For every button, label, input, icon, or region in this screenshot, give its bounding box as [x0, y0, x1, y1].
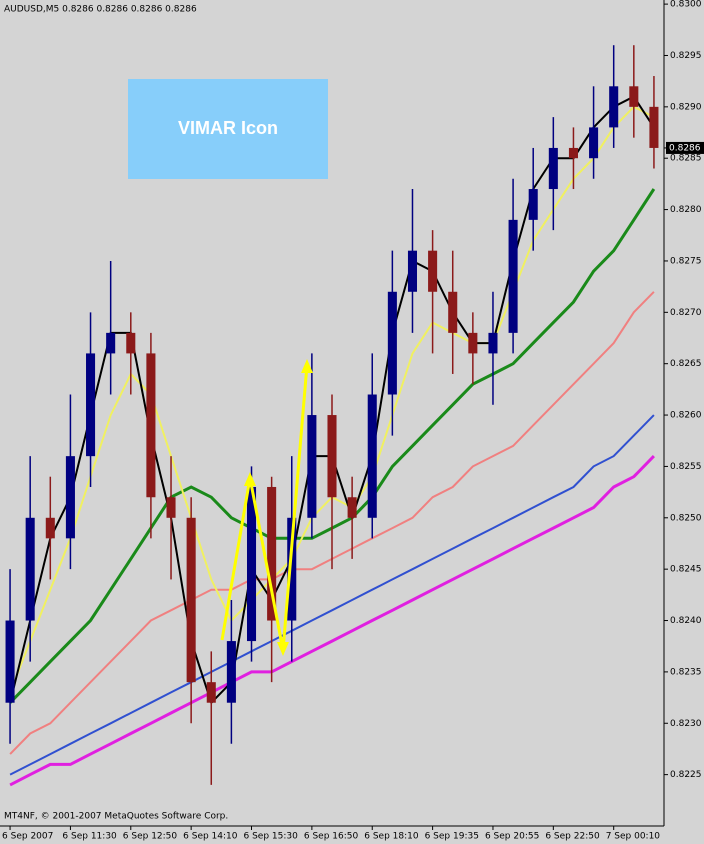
x-tick-label: 6 Sep 22:50: [545, 832, 600, 842]
zigzag-line: [220, 364, 309, 651]
candle-body: [246, 486, 257, 642]
candle-body: [448, 291, 458, 333]
candle-body: [488, 332, 498, 354]
candle-body: [307, 415, 317, 518]
candle-body: [166, 497, 176, 518]
candle-body: [106, 332, 116, 354]
last-price-label: 0.8286: [669, 143, 701, 153]
x-tick-label: 6 Sep 15:30: [244, 832, 299, 842]
candle-body: [528, 189, 538, 220]
candle-body: [568, 147, 578, 159]
x-tick-label: 6 Sep 12:50: [123, 832, 178, 842]
y-tick-label: 0.8270: [670, 308, 702, 318]
candle-body: [267, 486, 277, 621]
candle-body: [548, 147, 558, 190]
arrow-head: [301, 359, 313, 373]
candle-body: [387, 291, 397, 395]
candle-body: [25, 517, 35, 621]
chart-title: AUDUSD,M5 0.8286 0.8286 0.8286 0.8286: [4, 5, 197, 15]
candle-body: [45, 517, 55, 539]
moving-average: [9, 455, 655, 787]
x-tick-label: 6 Sep 19:35: [425, 832, 479, 842]
x-tick-label: 7 Sep 00:10: [606, 832, 661, 842]
candle-body: [347, 497, 357, 518]
y-tick-label: 0.8260: [670, 411, 702, 421]
y-tick-label: 0.8290: [670, 102, 702, 112]
y-tick-label: 0.8245: [670, 565, 702, 575]
y-tick-label: 0.8300: [670, 0, 702, 10]
zigzag: [220, 359, 313, 656]
plot-area: [5, 45, 659, 787]
y-tick-label: 0.8265: [670, 359, 702, 369]
y-tick-label: 0.8225: [670, 770, 702, 780]
candle-body: [407, 250, 418, 292]
candle-body: [65, 456, 75, 539]
y-tick-label: 0.8285: [670, 154, 702, 164]
candle-body: [649, 106, 659, 148]
x-tick-label: 6 Sep 18:10: [364, 832, 419, 842]
x-tick-label: 6 Sep 16:50: [304, 832, 359, 842]
y-tick-label: 0.8230: [670, 719, 702, 729]
annotation-box: [128, 79, 328, 179]
arrow-head: [244, 472, 256, 486]
arrow-head: [277, 642, 289, 656]
y-tick-label: 0.8250: [670, 513, 702, 523]
x-tick-label: 6 Sep 2007: [2, 832, 53, 842]
candle-body: [146, 353, 156, 498]
y-tick-label: 0.8255: [670, 462, 702, 472]
last-price-box: [666, 141, 704, 154]
candle-body: [629, 86, 639, 107]
candle-body: [468, 332, 478, 354]
candle-body: [86, 353, 96, 457]
candle-body: [589, 127, 599, 159]
x-tick-label: 6 Sep 14:10: [183, 832, 238, 842]
y-tick-label: 0.8235: [670, 667, 702, 677]
candle-body: [609, 86, 619, 128]
footer: MT4NF, © 2001-2007 MetaQuotes Software C…: [4, 812, 228, 822]
candle-body: [186, 517, 196, 683]
candle-body: [226, 641, 236, 703]
candle-body: [508, 219, 518, 333]
y-tick-label: 0.8240: [670, 616, 702, 626]
candle-body: [5, 620, 15, 703]
x-tick-label: 6 Sep 20:55: [485, 832, 539, 842]
candle-body: [126, 332, 136, 354]
candle-body: [206, 682, 216, 703]
candle-body: [287, 517, 297, 621]
x-tick-label: 6 Sep 11:30: [62, 832, 117, 842]
y-tick-label: 0.8295: [670, 51, 702, 61]
y-tick-label: 0.8280: [670, 205, 702, 215]
candle-body: [327, 415, 337, 498]
candle-body: [428, 250, 438, 292]
candle-body: [367, 394, 377, 518]
y-tick-label: 0.8275: [670, 256, 702, 266]
moving-average: [9, 414, 655, 776]
annotation: VIMAR Icon: [178, 118, 278, 138]
